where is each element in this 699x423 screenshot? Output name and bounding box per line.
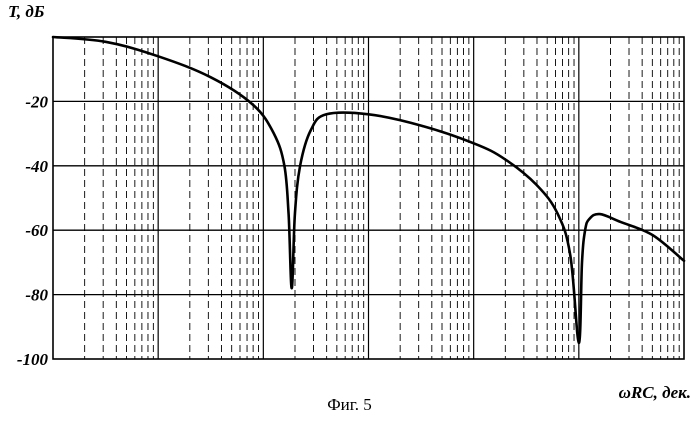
y-tick-label: -100 (17, 350, 49, 369)
y-tick-label: -40 (25, 157, 48, 176)
y-tick-label: -80 (25, 286, 48, 305)
grid (53, 37, 684, 359)
figure-caption: Фиг. 5 (0, 395, 699, 415)
y-axis-title: T, дБ (8, 2, 45, 21)
y-tick-label: -60 (25, 221, 48, 240)
y-tick-label: -20 (25, 92, 48, 111)
